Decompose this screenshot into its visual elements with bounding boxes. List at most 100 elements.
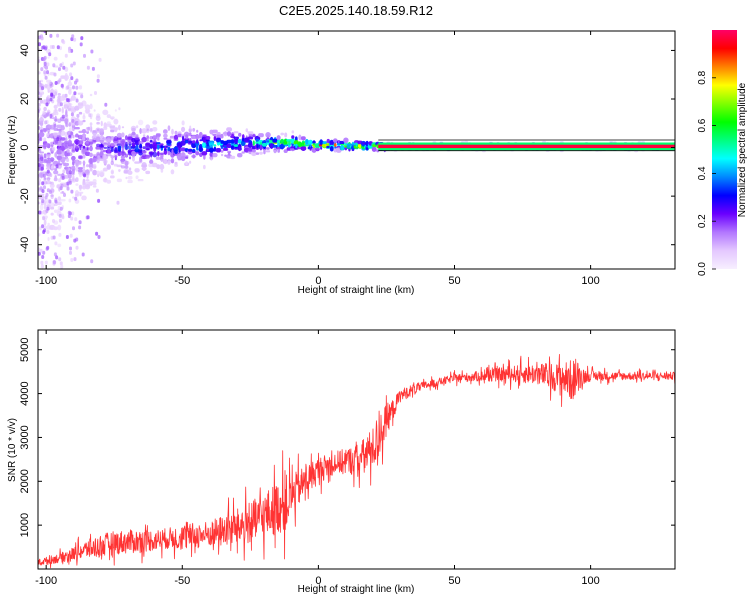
spectrogram-noise [43,114,47,119]
spectrogram-cell [265,150,271,153]
spectrogram-noise [52,219,55,223]
spectrogram-cell [167,143,171,146]
spectrogram-noise [42,216,46,221]
spectrogram-noise [55,164,59,169]
spectrogram-cell [163,131,168,134]
spectrogram-cell [106,154,112,157]
spectrogram-noise [73,91,77,96]
spectrogram-noise [49,114,53,118]
spectrogram-noise [71,157,75,162]
spectrogram-noise [73,37,77,42]
spectrogram-cell [61,145,65,151]
spectrogram-cell [64,77,68,81]
spectrogram-cell [192,128,196,132]
spectrogram-cell [58,98,61,103]
spectrogram-cell [86,104,89,111]
spectrogram-noise [44,65,48,70]
spectrogram-noise [71,118,75,123]
spectrogram-cell [125,141,128,147]
spectrogram-cell [90,184,93,187]
spectrogram-noise [46,230,50,234]
spectrogram-cell [81,195,87,201]
spectrogram-cell [38,71,41,75]
spectrogram-cell [72,174,75,180]
spectrogram-cell [333,138,338,143]
spectrogram-cell [110,169,114,175]
spectrogram-cell [238,146,241,152]
spectrogram-cell [300,146,307,151]
spectrogram-cell [107,149,111,154]
spectrogram-cell [241,140,246,146]
spectrogram-noise [58,232,62,237]
spectrogram-cell [283,149,288,153]
spectrogram-cell [192,149,196,153]
spectrogram-cell [340,145,344,150]
spectrogram-cell [125,145,128,151]
spectrogram-cell [255,152,260,155]
spectrogram-cell [77,169,83,173]
spectrogram-noise [52,235,56,240]
spectrogram-cell [44,177,47,180]
spectrogram-noise [49,33,53,38]
spectrogram-noise [68,49,71,53]
spectrogram-noise [66,158,70,162]
spectrogram-cell [216,132,221,135]
spectrogram-cell [139,146,143,153]
spectrogram-cell [208,142,214,146]
spectrogram-cell [286,139,293,142]
spectrogram-noise [53,252,57,257]
spectrogram-cell [134,148,140,153]
spectrogram-cell [86,173,89,180]
spectrogram-noise [46,245,50,250]
spectrogram-cell [72,127,75,132]
spectrogram-noise [56,137,60,141]
spectrogram-cell [50,212,54,216]
spectrogram-noise [48,80,52,85]
spectrogram-cell [189,160,192,164]
spectrogram-cell [71,165,75,168]
spectrogram-cell [137,179,144,182]
spectrogram-y-ticks: -40 -20 0 20 40 [19,44,675,253]
spectrogram-cell [79,155,82,159]
spectrogram-cell [54,176,58,181]
spectrogram-cell [180,140,186,146]
spectrogram-cell [116,132,122,138]
spectrogram-cell [65,111,68,117]
spectrogram-cell [71,106,75,109]
spectrogram-noise [54,81,58,85]
spectrogram-cell [305,138,309,145]
spectrogram-noise [67,214,71,219]
spectrogram-cell [272,138,278,143]
spectrogram-cell [120,165,126,169]
spectrogram-cell [64,142,69,148]
spectrogram-noise [59,102,63,107]
spectrogram-cell [61,108,64,114]
spectrogram-noise [41,86,44,91]
spectrogram-noise [61,114,65,119]
spectrogram-cells [38,31,675,269]
spectrogram-cell [89,103,93,110]
spectrogram-cell [44,201,47,206]
spectrogram-cell [135,175,139,180]
spectrogram-cell [212,153,218,158]
spectrogram-cell [82,154,86,159]
spectrogram-cell [68,89,72,95]
spectrogram-cell [295,143,298,149]
spectrogram-cell [85,169,90,175]
spectrogram-cell [60,125,65,131]
spectrogram-noise [43,61,47,66]
spectrogram-noise [47,177,50,182]
spectrogram-cell [174,130,178,135]
spectrogram-cell [326,145,331,149]
spectrogram-cell [53,226,58,231]
spectrogram-cell [50,206,55,210]
spectrogram-y-tick-label: 20 [19,93,31,105]
spectrogram-cell [43,225,47,229]
spectrogram-cell [117,145,122,149]
spectrogram-cell [92,154,97,157]
spectrogram-cell [47,127,51,133]
spectrogram-cell [291,135,295,139]
spectrogram-cell [78,172,83,178]
spectrogram-cell [190,135,197,140]
spectrogram-noise [38,126,41,130]
